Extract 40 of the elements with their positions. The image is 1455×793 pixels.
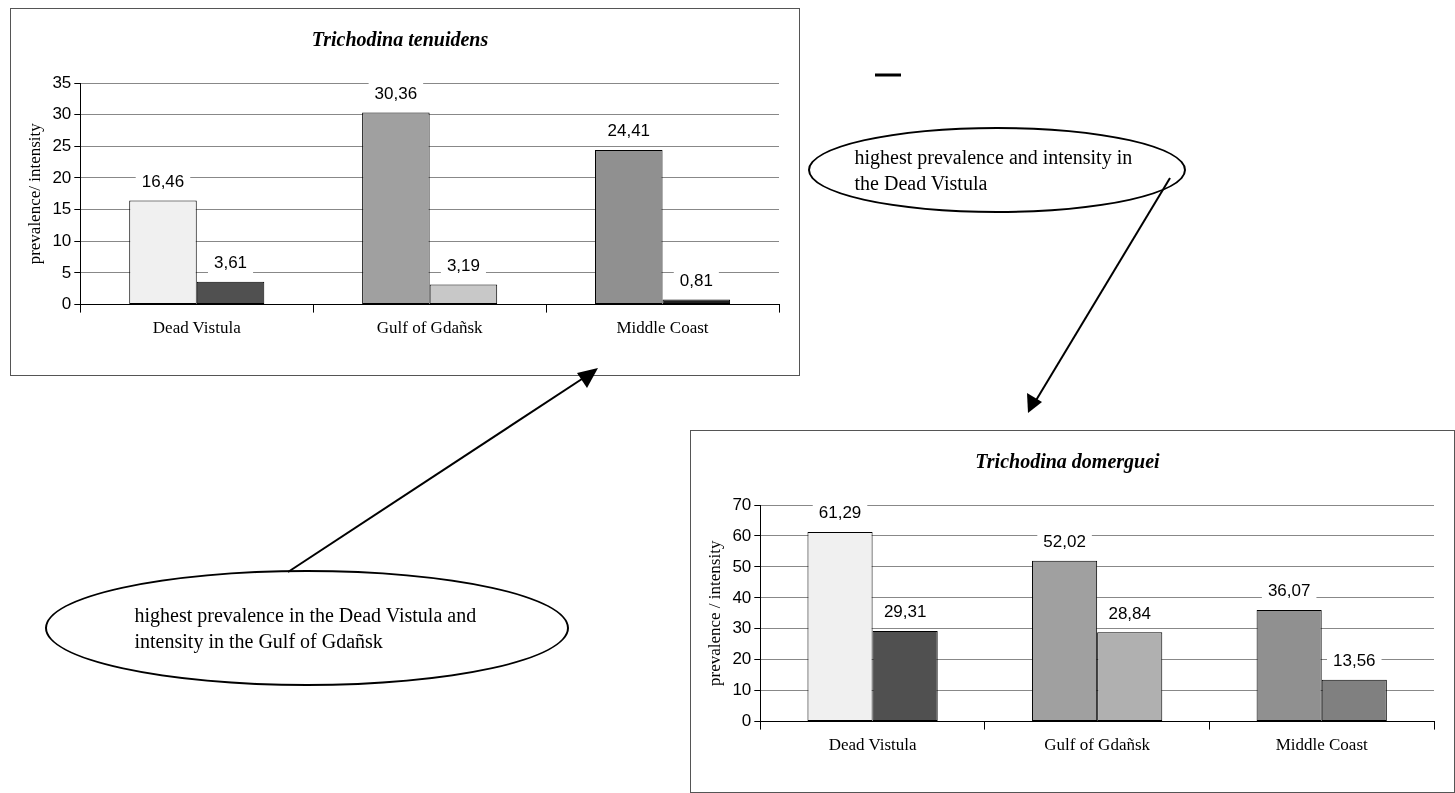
data-label: 30,36 <box>374 83 418 103</box>
data-label: 28,84 <box>1108 603 1151 623</box>
y-tick-label: 30 <box>52 104 72 124</box>
y-tick-label: 10 <box>732 680 752 700</box>
y-tick-label: 5 <box>61 262 72 282</box>
y-tick-label: 20 <box>732 649 752 669</box>
data-label: 52,02 <box>1043 531 1086 551</box>
y-tick-label: 60 <box>732 525 752 545</box>
y-tick-label: 10 <box>52 230 72 250</box>
y-axis-title: prevalence/ intensity <box>24 122 44 265</box>
chart-title: Trichodina tenuidens <box>311 28 489 51</box>
x-tick-label: Dead Vistula <box>828 735 917 755</box>
ellipse-callout: highest prevalence in the Dead Vistula and intensity in the Gulf of Gdañsk <box>45 570 569 686</box>
x-tick-label: Gulf of Gdañsk <box>1044 735 1151 755</box>
ellipse-callout: highest prevalence and intensity in the Dead Vistula <box>808 127 1186 213</box>
y-tick-label: 0 <box>61 294 72 314</box>
y-tick-label: 0 <box>741 711 752 731</box>
x-tick-label: Middle Coast <box>1275 735 1369 755</box>
y-tick-label: 20 <box>52 167 72 187</box>
y-tick-label: 40 <box>732 587 752 607</box>
data-label: 0,81 <box>679 270 713 290</box>
x-tick-label: Dead Vistula <box>152 318 242 338</box>
data-label: 61,29 <box>818 503 862 523</box>
y-tick-label: 50 <box>732 556 752 576</box>
y-axis-title: prevalence / intensity <box>704 540 724 686</box>
data-label: 3,19 <box>446 255 480 275</box>
y-tick-label: 25 <box>52 136 72 155</box>
y-tick-label: 35 <box>52 72 72 92</box>
data-label: 13,56 <box>1333 650 1376 670</box>
data-label: 24,41 <box>607 121 651 141</box>
chart-title: Trichodina domerguei <box>975 450 1161 474</box>
x-tick-label: Gulf of Gdañsk <box>376 318 484 338</box>
data-label: 3,61 <box>213 252 248 272</box>
data-label: 36,07 <box>1267 581 1311 601</box>
data-label: 16,46 <box>141 171 185 191</box>
y-tick-label: 70 <box>732 494 752 514</box>
y-tick-label: 15 <box>52 199 72 219</box>
data-label: 29,31 <box>883 602 927 622</box>
x-tick-label: Middle Coast <box>616 318 709 338</box>
y-tick-label: 30 <box>732 618 752 638</box>
